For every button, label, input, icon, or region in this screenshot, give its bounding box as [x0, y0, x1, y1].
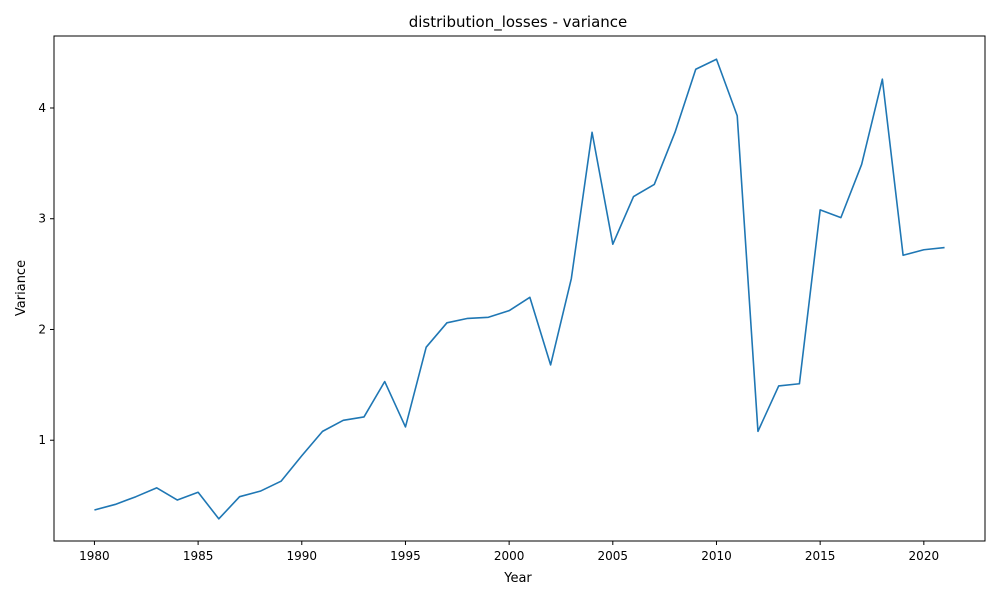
- axes-frame: [53, 35, 986, 542]
- x-tick-label: 2015: [805, 549, 836, 563]
- x-tick-label: 2005: [598, 549, 629, 563]
- x-tick-label: 2010: [701, 549, 732, 563]
- x-tick-label: 2000: [494, 549, 525, 563]
- y-tick-label: 2: [38, 322, 46, 336]
- x-tick-label: 1990: [287, 549, 318, 563]
- x-tick-label: 1985: [183, 549, 214, 563]
- x-axis: 1980 1985 1990 1995 2000 2005 2010 2015 2020: [79, 541, 939, 563]
- plot-area: [94, 58, 945, 520]
- y-axis-label: Variance: [14, 260, 29, 316]
- x-tick-label: 1980: [79, 549, 110, 563]
- x-tick-label: 1995: [390, 549, 421, 563]
- y-tick-label: 4: [38, 101, 46, 115]
- x-tick-label: 2020: [909, 549, 940, 563]
- x-axis-label: Year: [503, 571, 532, 586]
- chart-title: distribution_losses - variance: [409, 13, 628, 32]
- y-tick-label: 1: [38, 433, 46, 447]
- y-tick-label: 3: [38, 212, 46, 226]
- series-line: [94, 58, 945, 520]
- y-axis: 1 2 3 4: [38, 101, 54, 447]
